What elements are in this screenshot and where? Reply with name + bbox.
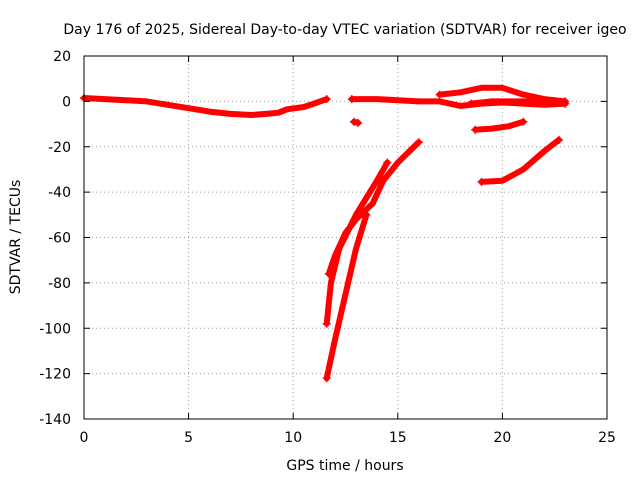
- x-tick-label: 15: [389, 430, 407, 446]
- data-layer: [80, 84, 570, 383]
- data-point-marker: [324, 269, 333, 278]
- data-point-marker: [347, 95, 356, 104]
- x-tick-label: 0: [80, 430, 89, 446]
- y-tick-label: -40: [48, 185, 71, 201]
- y-tick-label: -60: [48, 231, 71, 247]
- y-tick-label: -120: [39, 367, 71, 383]
- x-tick-label: 10: [284, 430, 302, 446]
- y-tick-label: -80: [48, 276, 71, 292]
- y-tick-label: -100: [39, 321, 71, 337]
- data-point-marker: [467, 99, 476, 108]
- y-tick-label: -20: [48, 140, 71, 156]
- data-series-arc-a: [81, 95, 330, 118]
- data-point-marker: [554, 135, 563, 144]
- grid-layer: [84, 56, 607, 419]
- data-point-marker: [322, 374, 331, 383]
- chart-title: Day 176 of 2025, Sidereal Day-to-day VTE…: [63, 22, 626, 38]
- y-axis-label: SDTVAR / TECUs: [8, 180, 24, 295]
- data-point-marker: [519, 117, 528, 126]
- data-point-marker: [322, 95, 331, 104]
- data-series-arc-j: [478, 136, 562, 185]
- data-series-arc-f: [472, 118, 527, 133]
- data-point-marker: [435, 90, 444, 99]
- y-tick-label: 20: [53, 49, 71, 65]
- y-tick-label: -140: [39, 412, 71, 428]
- x-tick-label: 5: [184, 430, 193, 446]
- data-point-marker: [561, 99, 570, 108]
- x-tick-label: 20: [493, 430, 511, 446]
- data-point-marker: [471, 125, 480, 134]
- data-point-marker: [414, 138, 423, 147]
- axis-layer: 0 5 10 15 20 25 -140 -120 -100 -80 -60 -40 -20 0 20: [39, 49, 616, 446]
- data-point-marker: [349, 117, 358, 126]
- data-series-arc-i: [325, 139, 422, 277]
- x-axis-label: GPS time / hours: [286, 458, 403, 474]
- data-series-arc-g: [323, 211, 370, 382]
- data-point-marker: [477, 177, 486, 186]
- y-tick-label: 0: [62, 94, 71, 110]
- data-point-marker: [383, 158, 392, 167]
- data-point-marker: [322, 319, 331, 328]
- x-tick-label: 25: [598, 430, 616, 446]
- data-series-arc-d: [468, 98, 569, 107]
- data-point-marker: [354, 118, 363, 127]
